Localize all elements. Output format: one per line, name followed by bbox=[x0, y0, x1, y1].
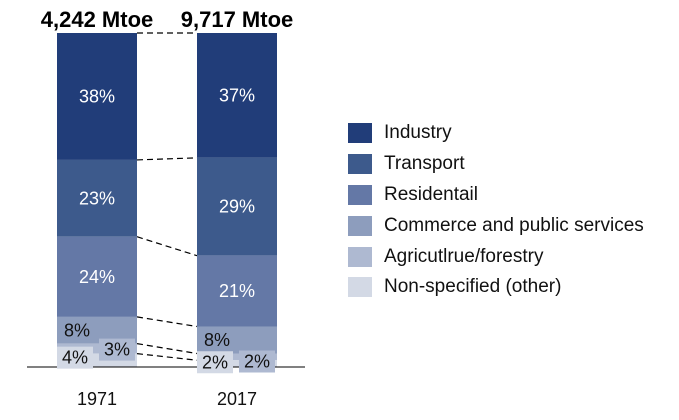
total-label-2017: 9,717 Mtoe bbox=[181, 7, 294, 32]
legend-item-3: Commerce and public services bbox=[348, 210, 644, 241]
connector-lines bbox=[136, 32, 198, 361]
category-labels: 1971 2017 bbox=[77, 389, 257, 409]
legend-label: Commerce and public services bbox=[384, 214, 644, 236]
legend-item-5: Non-specified (other) bbox=[348, 272, 644, 303]
bar-segment-0-2017 bbox=[197, 33, 277, 158]
total-label-1971: 4,242 Mtoe bbox=[41, 7, 154, 32]
legend-label: Agricutlrue/forestry bbox=[384, 245, 544, 267]
data-labels: 38%23%24%8%3%4%37%29%21%8%2%2% bbox=[57, 85, 275, 374]
bars bbox=[57, 33, 277, 367]
data-label-2-1971: 24% bbox=[79, 267, 115, 287]
category-label-1971: 1971 bbox=[77, 389, 117, 409]
legend-label: Non-specified (other) bbox=[384, 276, 562, 298]
total-labels: 4,242 Mtoe 9,717 Mtoe bbox=[41, 7, 294, 32]
data-label-1-2017: 29% bbox=[219, 197, 255, 217]
data-label-5-2017: 2% bbox=[202, 352, 228, 372]
legend-label: Industry bbox=[384, 122, 452, 144]
data-label-0-2017: 37% bbox=[219, 85, 255, 105]
data-label-3-2017: 8% bbox=[204, 330, 230, 350]
legend-label: Residentail bbox=[384, 183, 478, 205]
bar-segment-1-1971 bbox=[57, 159, 137, 237]
data-label-1-1971: 23% bbox=[79, 188, 115, 208]
data-label-2-2017: 21% bbox=[219, 281, 255, 301]
connector-line-2 bbox=[136, 236, 198, 257]
label-bg-4-2017 bbox=[239, 350, 275, 373]
data-label-4-1971: 3% bbox=[104, 340, 130, 360]
bar-segment-1-2017 bbox=[197, 157, 277, 256]
connector-line-1 bbox=[136, 157, 198, 161]
label-bg-5-2017 bbox=[197, 351, 233, 374]
label-bg-5-1971 bbox=[57, 346, 93, 369]
data-label-5-1971: 4% bbox=[62, 348, 88, 368]
legend-swatch bbox=[348, 215, 372, 236]
bar-segment-2-2017 bbox=[197, 255, 277, 327]
legend: Industry Transport Residentail Commerce and… bbox=[348, 118, 644, 303]
legend-item-1: Transport bbox=[348, 149, 644, 180]
legend-item-4: Agricutlrue/forestry bbox=[348, 241, 644, 272]
connector-line-5 bbox=[136, 353, 198, 361]
connector-line-4 bbox=[136, 343, 198, 355]
data-label-0-1971: 38% bbox=[79, 86, 115, 106]
category-label-2017: 2017 bbox=[217, 389, 257, 409]
legend-item-2: Residentail bbox=[348, 180, 644, 211]
bar-segment-4-1971 bbox=[57, 343, 137, 354]
data-label-4-2017: 2% bbox=[244, 352, 270, 372]
legend-swatch bbox=[348, 123, 372, 144]
bar-segment-4-2017 bbox=[197, 353, 277, 361]
legend-swatch bbox=[348, 154, 372, 175]
legend-swatch bbox=[348, 184, 372, 205]
bar-segment-3-2017 bbox=[197, 326, 277, 354]
legend-swatch bbox=[348, 246, 372, 267]
legend-item-0: Industry bbox=[348, 118, 644, 149]
legend-swatch bbox=[348, 277, 372, 298]
legend-label: Transport bbox=[384, 153, 465, 175]
data-label-3-1971: 8% bbox=[64, 320, 90, 340]
bar-segment-2-1971 bbox=[57, 236, 137, 317]
bar-segment-5-2017 bbox=[197, 360, 277, 367]
label-bg-4-1971 bbox=[99, 338, 135, 361]
connector-line-3 bbox=[136, 316, 198, 328]
bar-segment-0-1971 bbox=[57, 33, 137, 160]
